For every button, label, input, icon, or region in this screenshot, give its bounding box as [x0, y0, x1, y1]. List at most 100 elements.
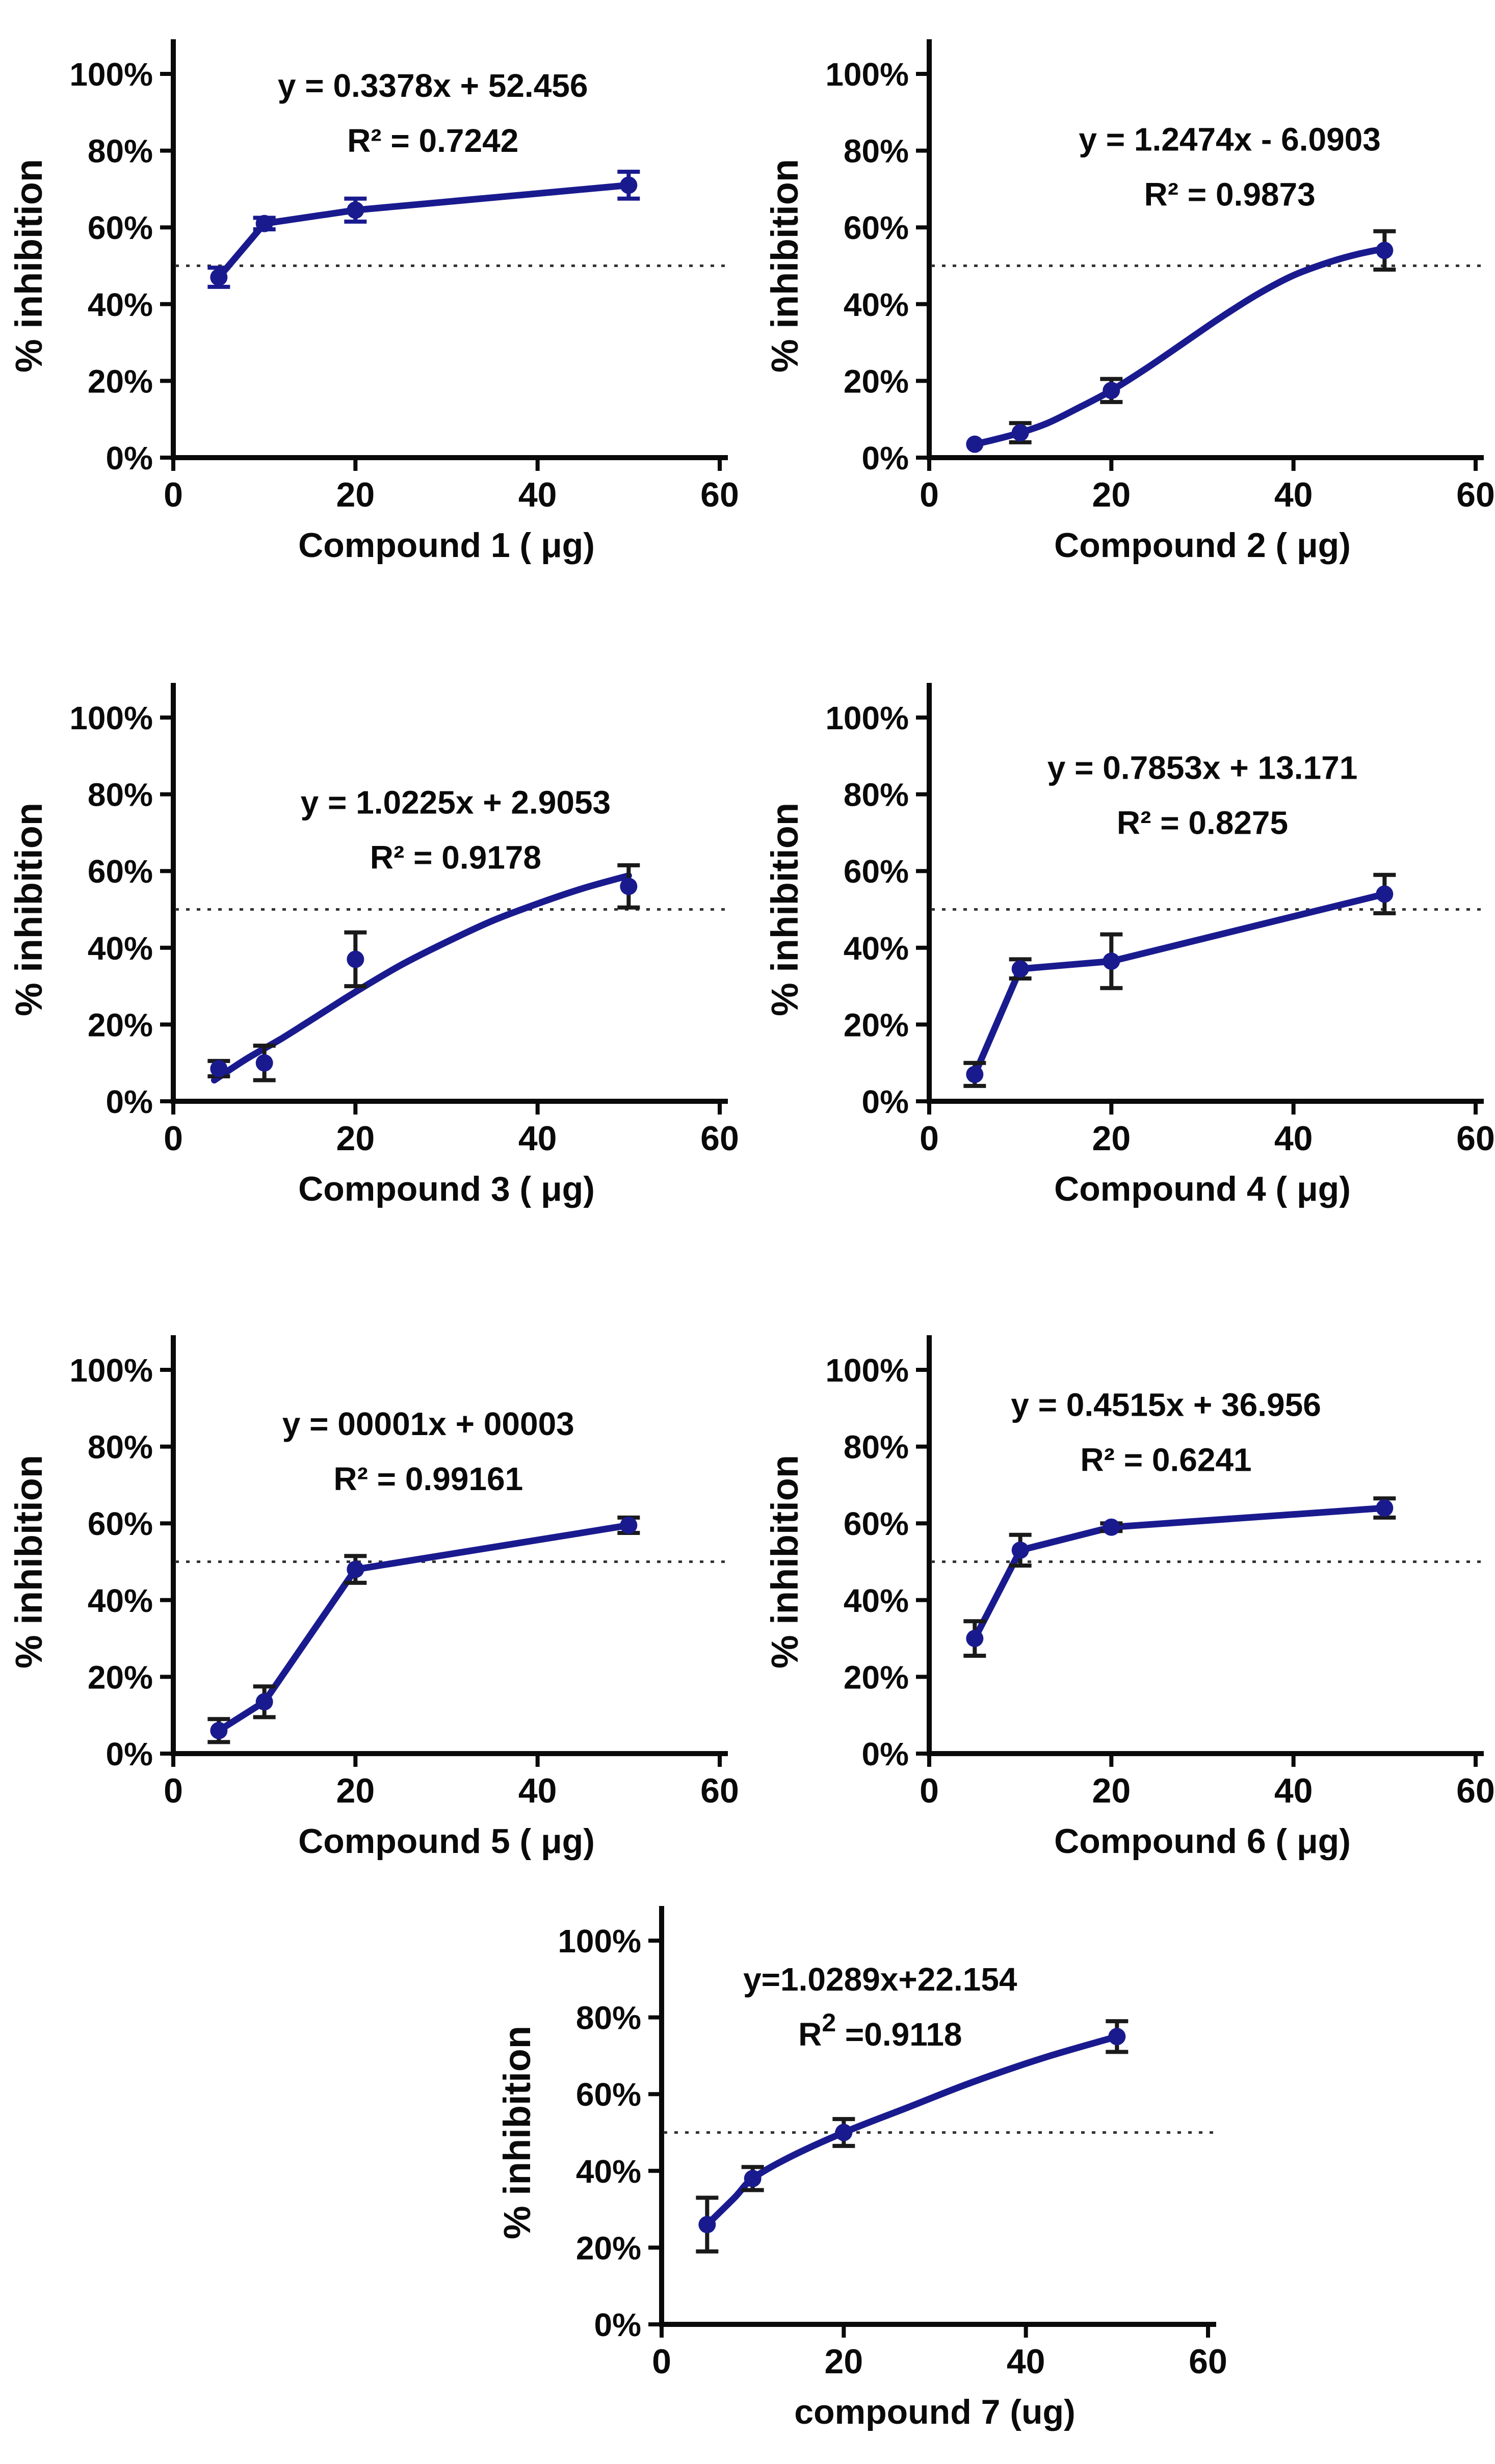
chart-compound-3: 0% 20% 40% 60% 80% 100% 0 20 40 60 y = 1.0225x + 2… [0, 646, 739, 1240]
svg-text:Compound 5 ( μg): Compound 5 ( μg) [298, 1822, 595, 1861]
svg-text:20%: 20% [844, 1659, 909, 1695]
chart-compound-4: 0% 20% 40% 60% 80% 100% 0 20 40 60 y = 0.7853x + 1… [756, 646, 1495, 1240]
svg-text:0: 0 [920, 475, 939, 514]
svg-text:40%: 40% [844, 1582, 909, 1619]
svg-text:0%: 0% [106, 1736, 153, 1772]
svg-text:R² = 0.9873: R² = 0.9873 [1144, 176, 1315, 213]
svg-text:60: 60 [1456, 1771, 1495, 1810]
svg-text:R2 =0.9118: R2 =0.9118 [798, 2008, 962, 2053]
svg-text:60%: 60% [576, 2076, 641, 2113]
svg-text:0%: 0% [106, 1083, 153, 1120]
compound-4-plot: 0% 20% 40% 60% 80% 100% 0 20 40 60 y = 0.7853x + 1… [764, 683, 1495, 1208]
chart-compound-7: 0% 20% 40% 60% 80% 100% 0 20 40 60 y=1.0289x+22.15… [488, 1869, 1227, 2463]
compound-1-plot: 0% 20% 40% 60% 80% 100% 0 20 40 60 y = 0.3378x + 5… [8, 39, 739, 565]
svg-text:100%: 100% [825, 56, 909, 93]
svg-text:R² = 0.99161: R² = 0.99161 [333, 1461, 523, 1497]
svg-text:R² = 0.7242: R² = 0.7242 [347, 122, 518, 159]
compound-2-plot: 0% 20% 40% 60% 80% 100% 0 20 40 60 y = 1.2474x - 6… [764, 39, 1495, 565]
svg-text:80%: 80% [844, 1429, 909, 1466]
svg-text:60%: 60% [844, 1505, 909, 1542]
compound-3-plot: 0% 20% 40% 60% 80% 100% 0 20 40 60 y = 1.0225x + 2… [8, 683, 739, 1208]
svg-text:% inhibition: % inhibition [8, 159, 50, 373]
svg-text:Compound 6 ( μg): Compound 6 ( μg) [1054, 1822, 1351, 1861]
svg-text:20%: 20% [844, 1006, 909, 1043]
svg-text:40: 40 [518, 475, 557, 514]
svg-text:40%: 40% [88, 930, 153, 967]
svg-text:80%: 80% [88, 777, 153, 813]
svg-text:Compound 1 ( μg): Compound 1 ( μg) [298, 526, 595, 565]
svg-text:20%: 20% [844, 363, 909, 400]
svg-text:100%: 100% [69, 700, 153, 736]
svg-text:Compound 2 ( μg): Compound 2 ( μg) [1054, 526, 1351, 565]
svg-text:% inhibition: % inhibition [764, 1455, 806, 1668]
svg-text:40: 40 [1274, 1771, 1313, 1810]
svg-text:100%: 100% [69, 1352, 153, 1389]
svg-text:0: 0 [920, 1771, 939, 1810]
svg-text:0: 0 [164, 1771, 183, 1810]
compound-5-plot: 0% 20% 40% 60% 80% 100% 0 20 40 60 y = 00001x + 00… [8, 1335, 739, 1861]
svg-text:Compound 3 ( μg): Compound 3 ( μg) [298, 1170, 595, 1208]
svg-text:20%: 20% [88, 1006, 153, 1043]
svg-text:0: 0 [920, 1119, 939, 1158]
compound-7-plot: 0% 20% 40% 60% 80% 100% 0 20 40 60 y=1.0289x+22.15… [496, 1906, 1227, 2431]
svg-text:20%: 20% [88, 1659, 153, 1695]
svg-text:80%: 80% [844, 133, 909, 170]
svg-text:60%: 60% [844, 209, 909, 246]
svg-text:y = 0.4515x + 36.956: y = 0.4515x + 36.956 [1011, 1386, 1321, 1423]
svg-text:40%: 40% [844, 930, 909, 967]
svg-text:60%: 60% [88, 209, 153, 246]
svg-text:R² = 0.9178: R² = 0.9178 [370, 839, 541, 876]
svg-text:40: 40 [518, 1119, 557, 1158]
svg-text:y = 0.3378x + 52.456: y = 0.3378x + 52.456 [278, 67, 588, 104]
svg-text:20: 20 [1092, 475, 1131, 514]
svg-text:100%: 100% [825, 1352, 909, 1389]
svg-text:60: 60 [1189, 2342, 1227, 2381]
svg-text:0: 0 [652, 2342, 671, 2381]
svg-text:60%: 60% [844, 853, 909, 890]
svg-text:100%: 100% [69, 56, 153, 93]
svg-text:% inhibition: % inhibition [764, 159, 806, 373]
chart-compound-6: 0% 20% 40% 60% 80% 100% 0 20 40 60 y = 0.4515x + 3… [756, 1299, 1495, 1892]
svg-text:% inhibition: % inhibition [764, 803, 806, 1016]
svg-text:20%: 20% [88, 363, 153, 400]
svg-text:0%: 0% [862, 1083, 909, 1120]
svg-text:y=1.0289x+22.154: y=1.0289x+22.154 [743, 1961, 1017, 1998]
svg-text:60: 60 [1456, 475, 1495, 514]
svg-text:0%: 0% [862, 440, 909, 476]
svg-text:y = 1.0225x + 2.9053: y = 1.0225x + 2.9053 [301, 784, 611, 820]
svg-text:y = 1.2474x - 6.0903: y = 1.2474x - 6.0903 [1079, 121, 1381, 158]
svg-text:R² = 0.8275: R² = 0.8275 [1117, 804, 1288, 841]
svg-text:40%: 40% [88, 286, 153, 323]
svg-text:80%: 80% [844, 777, 909, 813]
chart-compound-2: 0% 20% 40% 60% 80% 100% 0 20 40 60 y = 1.2474x - 6… [756, 3, 1495, 596]
svg-text:80%: 80% [88, 133, 153, 170]
svg-text:100%: 100% [558, 1923, 641, 1959]
svg-text:20: 20 [1092, 1771, 1131, 1810]
chart-compound-5: 0% 20% 40% 60% 80% 100% 0 20 40 60 y = 00001x + 00… [0, 1299, 739, 1892]
svg-text:40%: 40% [88, 1582, 153, 1619]
svg-text:compound 7 (ug): compound 7 (ug) [794, 2393, 1075, 2431]
svg-text:20: 20 [825, 2342, 863, 2381]
svg-text:0%: 0% [862, 1736, 909, 1772]
svg-text:60: 60 [700, 475, 739, 514]
svg-text:60%: 60% [88, 853, 153, 890]
svg-text:R² = 0.6241: R² = 0.6241 [1080, 1441, 1251, 1478]
svg-text:40: 40 [1274, 475, 1313, 514]
svg-text:20: 20 [336, 1771, 375, 1810]
svg-text:0%: 0% [594, 2307, 642, 2343]
svg-text:20%: 20% [576, 2230, 641, 2266]
svg-text:20: 20 [336, 1119, 375, 1158]
svg-text:40: 40 [1274, 1119, 1313, 1158]
svg-text:100%: 100% [825, 700, 909, 736]
svg-text:80%: 80% [576, 2000, 641, 2036]
svg-text:y = 00001x + 00003: y = 00001x + 00003 [282, 1406, 574, 1442]
svg-text:80%: 80% [88, 1429, 153, 1466]
svg-text:20: 20 [336, 475, 375, 514]
svg-text:40%: 40% [576, 2153, 641, 2190]
svg-text:0%: 0% [106, 440, 153, 476]
compound-6-plot: 0% 20% 40% 60% 80% 100% 0 20 40 60 y = 0.4515x + 3… [764, 1335, 1495, 1861]
svg-text:60: 60 [700, 1771, 739, 1810]
svg-text:y = 0.7853x + 13.171: y = 0.7853x + 13.171 [1047, 749, 1358, 786]
svg-text:0: 0 [164, 475, 183, 514]
svg-text:Compound 4 ( μg): Compound 4 ( μg) [1054, 1170, 1351, 1208]
